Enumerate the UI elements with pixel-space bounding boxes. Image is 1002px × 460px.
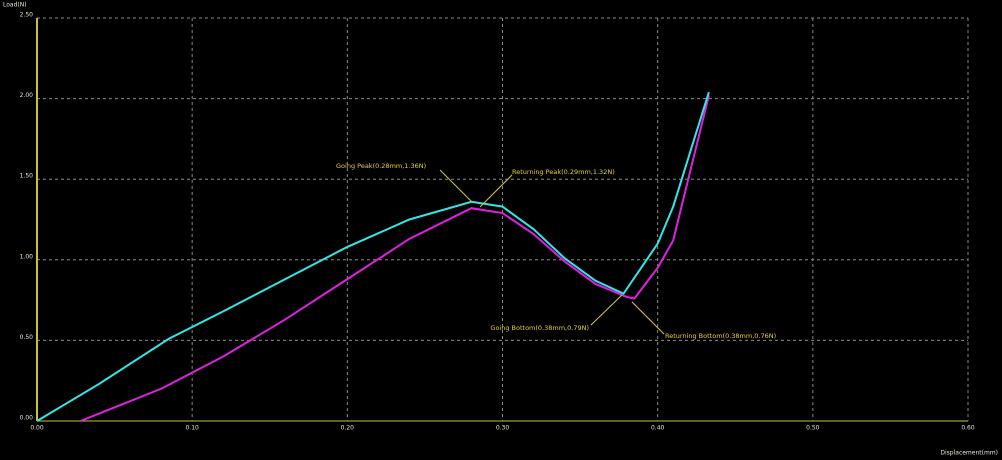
x-tick-label: 0.50 xyxy=(806,425,820,432)
annotation: Returning Bottom(0.38mm,0.76N) xyxy=(665,332,776,340)
annotation: Going Peak(0.28mm,1.36N) xyxy=(336,162,426,170)
x-tick-label: 0.60 xyxy=(961,425,975,432)
x-tick-label: 0.00 xyxy=(30,425,44,432)
y-tick-label: 0.50 xyxy=(20,334,34,341)
annotation-leader xyxy=(439,169,473,203)
y-tick-label: 1.00 xyxy=(20,253,34,260)
data-line xyxy=(36,91,710,422)
annotation-leader xyxy=(479,174,513,208)
y-tick-label: 2.50 xyxy=(20,12,34,19)
data-line xyxy=(80,95,710,422)
y-axis-label: Load(N) xyxy=(3,2,27,9)
x-tick-label: 0.30 xyxy=(496,425,510,432)
x-tick-label: 0.40 xyxy=(651,425,665,432)
annotation-leader xyxy=(631,301,665,335)
y-tick-label: 1.50 xyxy=(20,173,34,180)
annotation: Going Bottom(0.38mm,0.79N) xyxy=(490,324,589,332)
y-tick-label: 0.00 xyxy=(20,415,34,422)
annotation-leader xyxy=(590,294,623,326)
x-tick-label: 0.20 xyxy=(341,425,355,432)
x-tick-label: 0.10 xyxy=(185,425,199,432)
annotation: Returning Peak(0.29mm,1.32N) xyxy=(512,168,615,176)
x-axis-label: Displacement(mm) xyxy=(940,450,998,457)
y-tick-label: 2.00 xyxy=(20,92,34,99)
